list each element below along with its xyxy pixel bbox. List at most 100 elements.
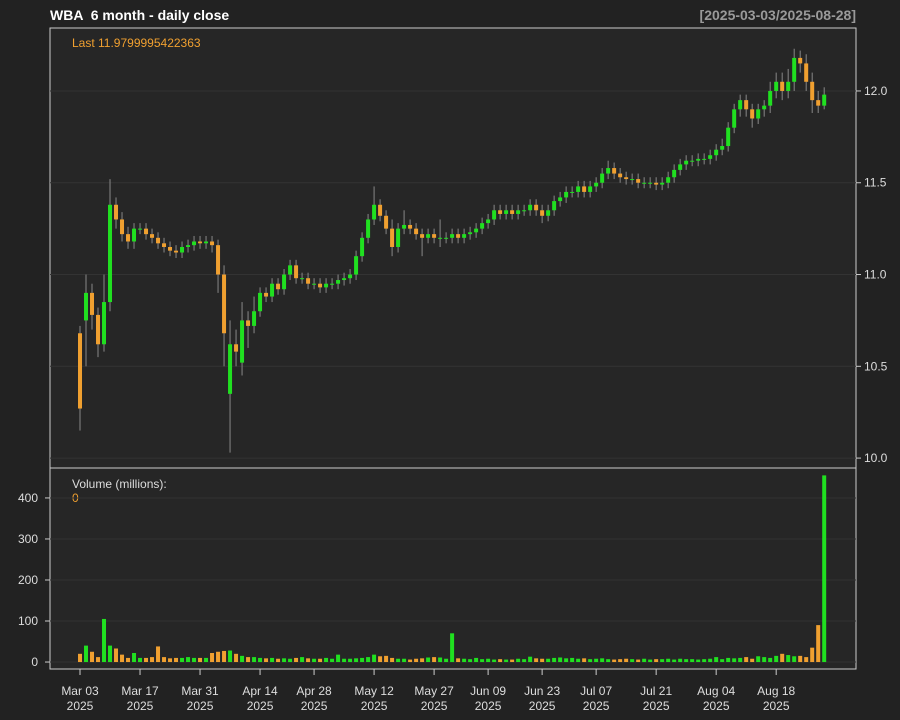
volume-bar [714,657,719,663]
volume-bar [810,647,815,663]
candle-body [564,191,569,198]
price-panel [49,27,857,469]
candle-body [600,173,605,183]
candle-body [468,232,473,235]
x-tick-year: 2025 [763,699,790,713]
x-tick-year: 2025 [361,699,388,713]
x-tick-label: Jul 07 [580,684,612,698]
candle-body [462,234,467,238]
x-tick-label: May 12 [354,684,394,698]
volume-bar [402,658,407,663]
candle-body [420,234,425,238]
volume-bar [666,658,671,663]
volume-bar [84,645,89,663]
volume-bar [138,657,143,663]
volume-bar [180,657,185,663]
volume-bar [150,657,155,663]
candle-body [426,234,431,238]
volume-bar [450,633,455,663]
candle-body [198,241,203,244]
volume-bar [426,657,431,663]
candle-body [396,228,401,247]
candle-body [246,320,251,326]
candle-body [240,320,245,363]
volume-bar [600,658,605,663]
volume-bar [510,659,515,663]
candle-body [156,237,161,244]
volume-bar [612,659,617,663]
candle-body [222,274,227,334]
volume-bar [408,659,413,663]
candle-body [108,204,113,303]
candle-body [528,204,533,211]
candle-body [120,219,125,235]
candle-body [594,182,599,187]
candle-body [510,210,515,214]
candle-body [690,160,695,162]
candle-body [672,169,677,178]
candle-body [276,283,281,290]
volume-bar [336,654,341,663]
volume-bar [468,659,473,663]
x-tick-label: Aug 04 [697,684,735,698]
volume-bar [732,658,737,663]
candle-body [168,246,173,251]
candle-body [618,173,623,178]
volume-bar [618,659,623,663]
volume-bar [462,658,467,663]
candle-body [366,219,371,238]
candle-body [306,278,311,284]
volume-bar [672,659,677,663]
volume-bar [750,658,755,663]
candle-body [738,100,743,110]
x-tick-label: May 27 [414,684,454,698]
y-tick-label: 300 [18,532,38,546]
volume-bar [156,646,161,663]
candle-body [810,81,815,101]
volume-bar [270,657,275,663]
volume-bar [816,625,821,663]
y-tick-label: 100 [18,614,38,628]
volume-bar [204,657,209,663]
volume-bar [198,657,203,663]
candle-body [372,204,377,220]
x-tick-year: 2025 [643,699,670,713]
volume-bar [318,658,323,663]
candle-body [78,333,83,409]
candle-body [126,234,131,242]
volume-bar [360,657,365,663]
chart-title: WBA 6 month - daily close [50,7,229,23]
candle-body [756,109,761,119]
volume-bar [774,655,779,663]
volume-bar [300,657,305,663]
x-tick-year: 2025 [421,699,448,713]
candle-body [708,155,713,159]
candle-body [300,278,305,280]
candle-body [180,246,185,253]
candle-body [630,179,635,181]
volume-bar [168,658,173,663]
candle-body [288,265,293,275]
candle-body [408,224,413,229]
candle-body [216,245,221,275]
candle-body [84,292,89,321]
candle-body [780,81,785,91]
y-tick-label: 10.0 [864,451,888,465]
volume-bar [126,657,131,663]
volume-bar [438,657,443,663]
x-tick-label: Jun 23 [524,684,560,698]
volume-bar [726,657,731,663]
volume-bar [636,659,641,663]
candle-body [768,90,773,106]
candle-body [258,292,263,312]
volume-label: Volume (millions): [72,477,167,491]
candle-body [210,241,215,246]
candle-body [702,158,707,160]
x-tick-year: 2025 [127,699,154,713]
candle-body [552,201,557,211]
candle-body [648,182,653,184]
candle-body [588,186,593,192]
volume-bar [690,659,695,663]
candle-body [732,109,737,128]
